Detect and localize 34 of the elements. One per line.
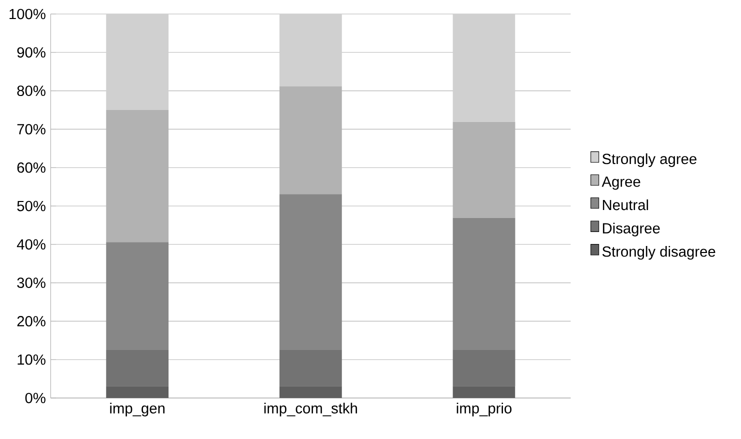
bar	[279, 386, 342, 398]
y-tick-label: 60%	[17, 162, 46, 173]
legend-label: Strongly agree	[602, 153, 696, 168]
y-tick-label: 50%	[17, 200, 46, 212]
y-tick-label: 80%	[17, 86, 46, 96]
bar	[452, 386, 516, 398]
legend-label: Disagree	[602, 222, 660, 236]
legend-label: Strongly disagree	[602, 246, 716, 260]
bar	[279, 86, 342, 194]
bar	[279, 194, 342, 350]
bar	[452, 122, 516, 218]
bar	[279, 350, 342, 386]
y-tick-label: 100%	[10, 8, 46, 20]
y-tick-label: 10%	[18, 354, 46, 365]
bar	[452, 218, 516, 350]
y-tick-label: 90%	[17, 47, 46, 58]
bar	[279, 14, 342, 86]
y-tick-label: 20%	[17, 316, 46, 326]
bar	[452, 350, 516, 386]
bar	[106, 110, 169, 242]
legend-label: Neutral	[602, 199, 648, 210]
bar	[452, 14, 516, 122]
x-tick-label: imp_prio	[456, 402, 512, 416]
y-tick-label: 70%	[17, 124, 46, 134]
x-tick-label: imp_gen	[110, 402, 164, 416]
y-tick-label: 0%	[25, 392, 46, 404]
y-tick-label: 30%	[17, 278, 46, 288]
y-tick-label: 40%	[16, 239, 46, 250]
x-tick-label: imp_com_stkh	[264, 402, 357, 416]
bar	[106, 242, 169, 350]
bar	[106, 386, 169, 398]
legend-label: Agree	[602, 176, 640, 190]
bar	[106, 14, 169, 110]
bar	[106, 350, 169, 386]
